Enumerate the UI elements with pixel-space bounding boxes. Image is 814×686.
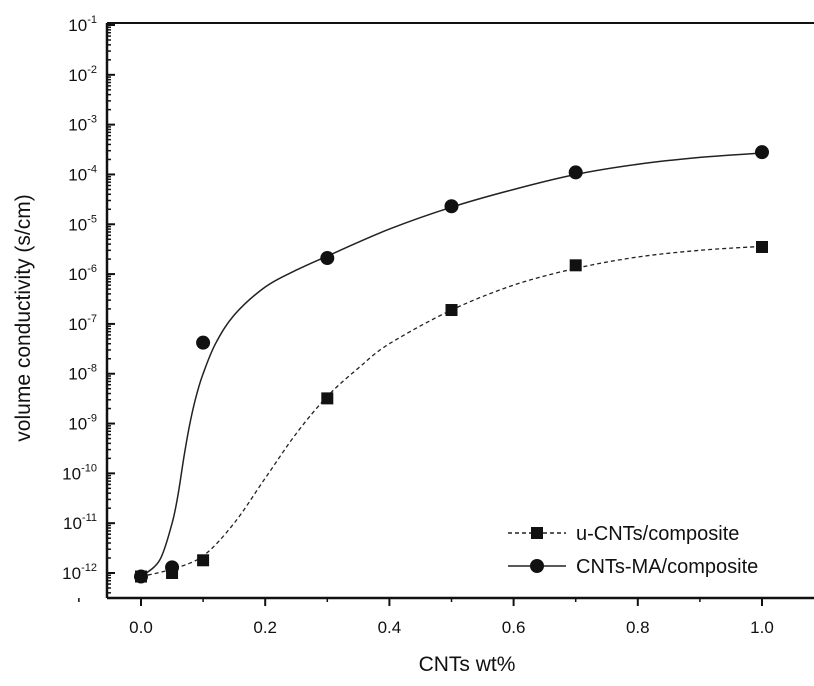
y-tick-label: 10-1: [68, 14, 97, 35]
legend-label: u-CNTs/composite: [576, 523, 739, 545]
legend-label: CNTs-MA/composite: [576, 556, 758, 578]
y-tick-label: 10-8: [68, 363, 97, 384]
legend-item-u-cnts: u-CNTs/composite: [508, 523, 739, 545]
cnts-ma-data-point: [755, 145, 769, 160]
cnts-ma-data-point: [134, 569, 148, 584]
y-axis: 10-12 10-11 10-10 10-9 10-8 10-7 10-6 10-5 10-4 1…: [62, 14, 115, 594]
x-tick-label: 0.8: [626, 618, 650, 637]
cnts-ma-data-point: [444, 199, 459, 214]
y-tick-label: 10-12: [62, 562, 97, 583]
x-axis-title: CNTs wt%: [419, 653, 516, 676]
x-tick-label: 0.2: [253, 618, 277, 637]
y-tick-label: 10-11: [63, 512, 97, 533]
y-axis-title: volume conductivity (s/cm): [12, 194, 35, 441]
x-tick-label: 0.6: [502, 618, 526, 637]
u-cnts-data-point: [445, 304, 458, 317]
u-cnts-data-point: [321, 392, 334, 405]
legend-circle-marker: [530, 559, 544, 573]
y-tick-label: 10-4: [68, 163, 97, 184]
cnts-ma-data-point: [568, 165, 583, 180]
y-tick-label: 10-5: [68, 213, 97, 234]
x-tick-label: 1.0: [750, 618, 774, 637]
plot-area: [105, 22, 814, 600]
legend-square-marker: [531, 527, 543, 539]
data-markers: [134, 145, 769, 584]
legend-item-cnts-ma: CNTs-MA/composite: [508, 556, 758, 578]
x-axis: 0.0 0.2 0.4 0.6 0.8 1.0: [78, 598, 774, 637]
legend: u-CNTs/composite CNTs-MA/composite: [508, 523, 758, 578]
cnts-ma-data-point: [320, 251, 335, 266]
y-tick-label: 10-7: [68, 313, 97, 334]
y-tick-label: 10-10: [62, 462, 97, 483]
u-cnts-data-point: [569, 259, 582, 272]
cnts-ma-fit-curve: [140, 152, 763, 578]
cnts-ma-data-point: [165, 560, 180, 575]
u-cnts-data-point: [197, 554, 210, 567]
y-tick-label: 10-6: [68, 263, 97, 284]
y-tick-label: 10-3: [68, 114, 97, 135]
y-tick-label: 10-2: [68, 64, 97, 85]
x-tick-label: 0.0: [129, 618, 153, 637]
u-cnts-fit-curve: [140, 245, 763, 578]
cnts-ma-data-point: [196, 335, 211, 350]
u-cnts-data-point: [756, 240, 768, 253]
x-tick-label: 0.4: [378, 618, 402, 637]
y-tick-label: 10-9: [68, 413, 97, 434]
fit-curves: [140, 152, 763, 578]
